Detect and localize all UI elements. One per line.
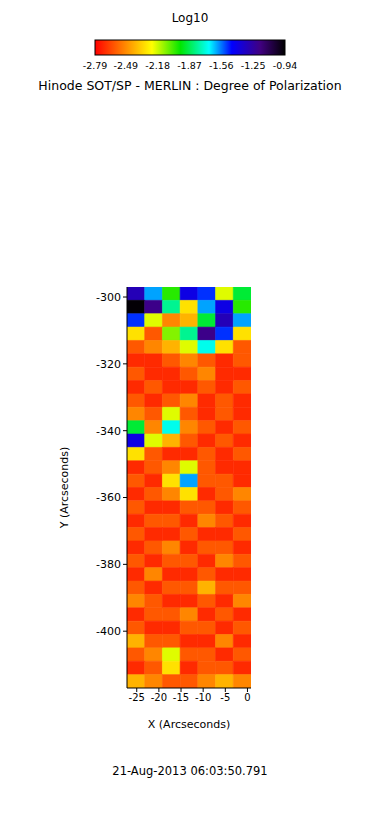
svg-text:-2.49: -2.49	[114, 60, 139, 71]
svg-text:-1.56: -1.56	[209, 60, 234, 71]
svg-text:-2.79: -2.79	[83, 60, 108, 71]
svg-text:-20: -20	[151, 692, 167, 703]
svg-text:-0.94: -0.94	[273, 60, 298, 71]
svg-text:Y (Arcseconds): Y (Arcseconds)	[58, 447, 71, 530]
svg-text:-25: -25	[129, 692, 145, 703]
svg-text:-2.18: -2.18	[145, 60, 170, 71]
svg-text:21-Aug-2013 06:03:50.791: 21-Aug-2013 06:03:50.791	[112, 764, 267, 778]
svg-text:-300: -300	[96, 291, 121, 304]
svg-text:-10: -10	[195, 692, 211, 703]
svg-text:-380: -380	[96, 558, 121, 571]
svg-text:-360: -360	[96, 491, 121, 504]
svg-text:-15: -15	[173, 692, 189, 703]
svg-text:-1.87: -1.87	[177, 60, 202, 71]
svg-text:-400: -400	[96, 625, 121, 638]
svg-text:Log10: Log10	[172, 11, 209, 25]
svg-text:X (Arcseconds): X (Arcseconds)	[148, 718, 230, 731]
svg-text:-1.25: -1.25	[241, 60, 266, 71]
svg-text:0: 0	[244, 692, 250, 703]
svg-text:Hinode SOT/SP - MERLIN : Degre: Hinode SOT/SP - MERLIN : Degree of Polar…	[38, 78, 341, 93]
svg-text:-320: -320	[96, 358, 121, 371]
svg-text:-340: -340	[96, 425, 121, 438]
svg-text:-5: -5	[220, 692, 230, 703]
